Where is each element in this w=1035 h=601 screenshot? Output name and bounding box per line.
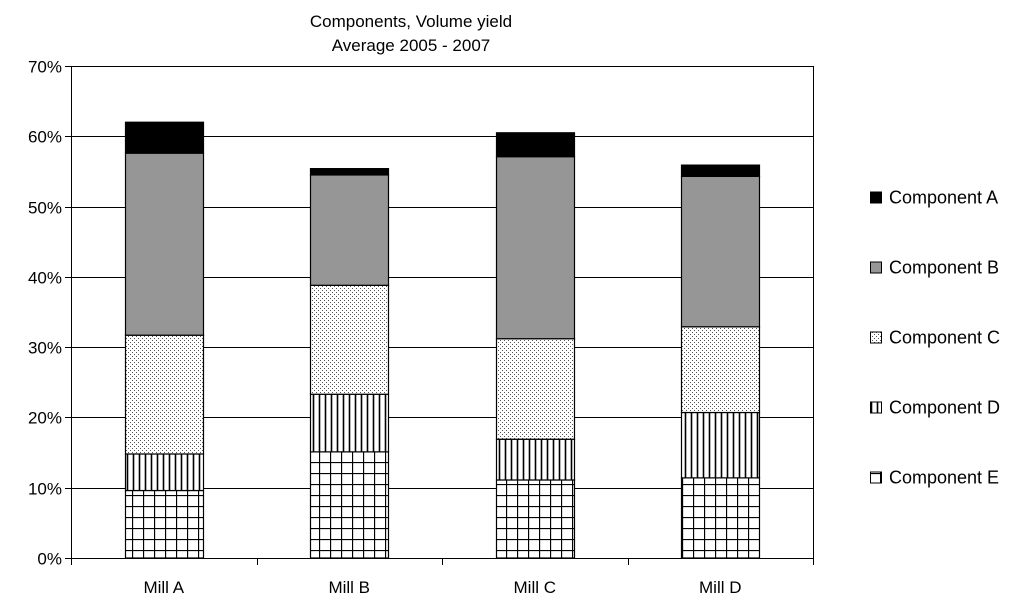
legend-label: Component A — [889, 188, 998, 208]
bar-segment-component-c — [680, 326, 761, 414]
y-tick-label: 20% — [28, 409, 62, 428]
bar-segment-component-c — [495, 338, 576, 440]
bar-segment-component-d — [495, 438, 576, 481]
bar-segment-component-e — [680, 477, 761, 559]
y-tick-label: 70% — [28, 58, 62, 77]
bar-segment-component-a — [309, 168, 390, 176]
legend-swatch-component-b — [870, 261, 882, 274]
y-tick-label: 40% — [28, 269, 62, 288]
legend-swatch-component-c — [870, 331, 882, 344]
bar-segment-component-b — [124, 152, 205, 336]
y-tick-label: 30% — [28, 339, 62, 358]
bar-segment-component-c — [124, 334, 205, 455]
y-tick-label: 60% — [28, 128, 62, 147]
bar-segment-component-d — [680, 411, 761, 479]
bar-segment-component-e — [495, 479, 576, 559]
legend-swatch-component-e — [870, 471, 882, 484]
legend: Component A Component B Component C Compone… — [870, 188, 1000, 488]
bar-segment-component-b — [680, 175, 761, 328]
y-tick-label: 0% — [37, 550, 62, 569]
axes: 0% 10% 20% 30% 40% 50% 60% 70% Mill A Mill B Mill … — [28, 58, 814, 597]
legend-label: Component E — [889, 468, 999, 488]
legend-label: Component B — [889, 258, 999, 278]
y-tick-label: 10% — [28, 480, 62, 499]
legend-swatch-component-a — [870, 191, 882, 204]
bar-segment-component-b — [309, 174, 390, 286]
bar-segment-component-d — [309, 393, 390, 453]
bar-segment-component-b — [495, 156, 576, 340]
bar-segment-component-a — [124, 121, 205, 154]
bar-segment-component-c — [309, 284, 390, 395]
bars — [124, 121, 761, 559]
x-tick-label: Mill A — [143, 578, 184, 597]
bar-segment-component-a — [680, 164, 761, 177]
chart-title: Components, Volume yield — [310, 12, 512, 31]
chart-subtitle: Average 2005 - 2007 — [332, 36, 490, 55]
legend-swatch-component-d — [870, 401, 882, 414]
bar-segment-component-d — [124, 453, 205, 492]
y-tick-label: 50% — [28, 199, 62, 218]
legend-label: Component C — [889, 328, 1000, 348]
legend-label: Component D — [889, 398, 1000, 418]
bar-segment-component-e — [309, 451, 390, 559]
x-tick-label: Mill B — [328, 578, 370, 597]
bar-segment-component-e — [124, 489, 205, 559]
x-tick-label: Mill C — [514, 578, 557, 597]
bar-segment-component-a — [495, 132, 576, 158]
x-tick-label: Mill D — [699, 578, 742, 597]
